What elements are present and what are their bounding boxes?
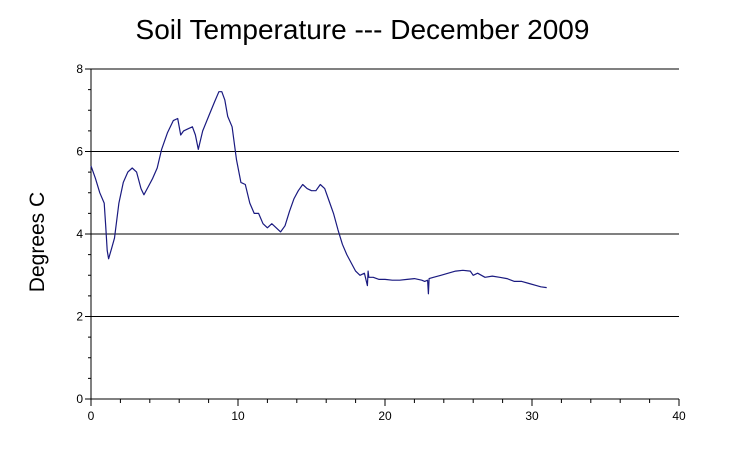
gridlines bbox=[91, 68, 679, 317]
x-tick-label-2: 20 bbox=[378, 409, 392, 423]
x-tick-label-0: 0 bbox=[88, 409, 95, 423]
x-tick-label-4: 40 bbox=[672, 409, 686, 423]
y-tick-label-2: 4 bbox=[76, 227, 83, 241]
y-tick-label-4: 8 bbox=[76, 62, 83, 76]
ticks bbox=[85, 68, 680, 406]
series-line-0 bbox=[90, 91, 547, 295]
y-tick-label-1: 2 bbox=[76, 310, 83, 324]
tick-labels: 0 2 4 6 8 0 10 20 30 40 bbox=[76, 62, 686, 423]
x-tick-label-3: 30 bbox=[525, 409, 539, 423]
series-layer bbox=[90, 91, 547, 295]
x-tick-label-1: 10 bbox=[231, 409, 245, 423]
y-tick-label-3: 6 bbox=[76, 145, 83, 159]
chart-title: Soil Temperature --- December 2009 bbox=[135, 14, 590, 45]
y-tick-label-0: 0 bbox=[76, 392, 83, 406]
